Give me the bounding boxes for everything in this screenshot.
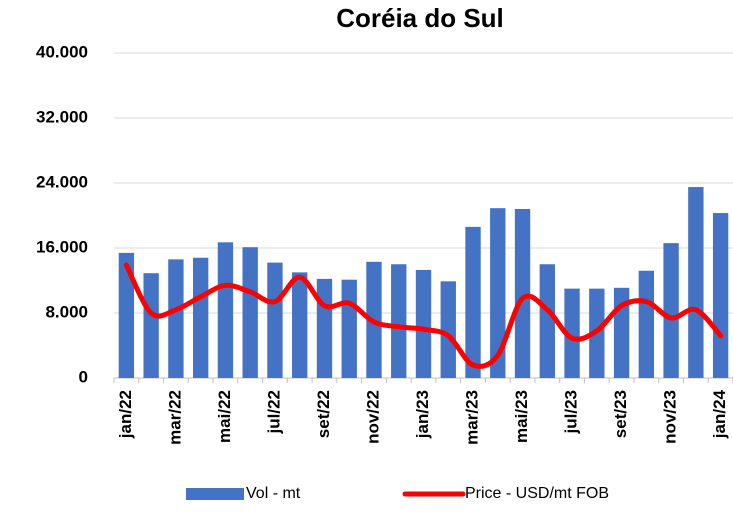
bar	[465, 226, 481, 378]
x-tick-label: mar/23	[463, 390, 482, 445]
bar	[490, 208, 506, 378]
bar	[267, 262, 283, 378]
legend-swatch	[186, 488, 244, 500]
bar	[415, 269, 432, 378]
bar	[391, 264, 407, 378]
bar	[143, 273, 159, 378]
y-tick-label: 0	[79, 367, 88, 386]
bar	[168, 259, 184, 378]
bar	[341, 279, 357, 378]
bar	[564, 288, 580, 378]
legend-label: Vol - mt	[246, 485, 301, 502]
x-tick-label: jan/22	[116, 390, 135, 439]
x-tick-label: mai/23	[512, 390, 531, 443]
y-tick-label: 8.000	[45, 302, 88, 321]
bar	[514, 209, 531, 378]
x-tick-label: nov/23	[661, 390, 680, 444]
bar	[316, 278, 333, 378]
x-tick-label: jan/23	[413, 390, 432, 439]
bar	[192, 257, 209, 378]
x-tick-label: jul/23	[562, 390, 581, 434]
bar	[663, 243, 679, 378]
legend-label: Price - USD/mt FOB	[465, 485, 609, 502]
bar	[292, 272, 308, 378]
bar	[440, 281, 456, 378]
x-tick-label: jul/22	[264, 390, 283, 434]
y-tick-label: 40.000	[36, 42, 88, 61]
bar	[712, 213, 729, 378]
y-tick-label: 32.000	[36, 107, 88, 126]
x-tick-label: jan/24	[710, 389, 729, 439]
chart-title: Coréia do Sul	[336, 3, 504, 33]
bar	[688, 187, 704, 378]
x-tick-label: set/22	[314, 390, 333, 438]
y-tick-label: 16.000	[36, 237, 88, 256]
bar	[242, 247, 258, 378]
y-tick-label: 24.000	[36, 172, 88, 191]
bar	[539, 264, 555, 378]
bar	[118, 252, 135, 378]
x-tick-label: mai/22	[215, 390, 234, 443]
bar	[638, 270, 655, 378]
x-tick-label: set/23	[611, 390, 630, 438]
x-tick-label: mar/22	[165, 390, 184, 445]
price-line	[123, 262, 724, 369]
x-tick-label: nov/22	[363, 390, 382, 444]
bar	[217, 242, 234, 378]
